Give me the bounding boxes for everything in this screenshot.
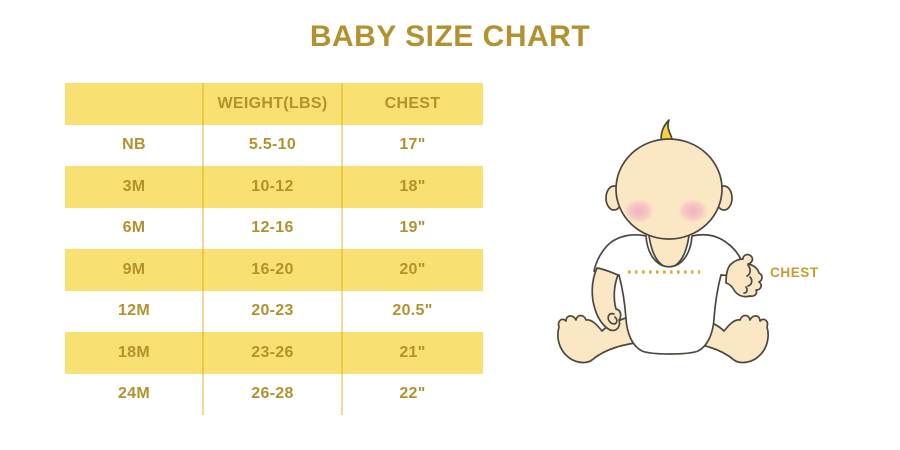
cell-weight: 12-16 — [251, 219, 294, 237]
cell-chest: 21" — [399, 343, 426, 361]
cell-size: 3M — [122, 177, 146, 195]
size-chart-table: WEIGHT(LBS) CHEST NB 5.5-10 17" 3M 10-12… — [65, 83, 483, 415]
cell-weight: 5.5-10 — [248, 136, 297, 154]
baby-illustration-svg: CHEST — [557, 119, 819, 364]
table-row: 24M 26-28 22" — [65, 374, 483, 416]
cell-chest: 17" — [399, 136, 426, 154]
cell-chest: 20" — [399, 260, 426, 278]
baby-head — [615, 138, 723, 240]
cell-chest: 20.5" — [392, 302, 433, 320]
baby-onesie — [593, 233, 746, 355]
page-title: BABY SIZE CHART — [309, 20, 591, 53]
cell-weight: 23-26 — [251, 343, 294, 361]
table-row: 18M 23-26 21" — [65, 332, 483, 374]
baby-left-leg — [557, 314, 636, 364]
baby-right-blush — [678, 199, 708, 223]
cell-size: 24M — [117, 385, 151, 403]
table-row: 9M 16-20 20" — [65, 249, 483, 291]
table-row: NB 5.5-10 17" — [65, 125, 483, 167]
baby-illustration: CHEST — [555, 105, 855, 385]
cell-size: NB — [122, 136, 146, 154]
table-row: 3M 10-12 18" — [65, 166, 483, 208]
header-cell-chest: CHEST — [384, 94, 441, 112]
baby-fist-knuckles — [743, 264, 753, 294]
cell-weight: 10-12 — [251, 177, 294, 195]
header-cell-weight: WEIGHT(LBS) — [217, 94, 328, 112]
cell-size: 12M — [117, 302, 151, 320]
cell-size: 9M — [122, 260, 146, 278]
baby-left-hand-curl — [607, 312, 618, 325]
table-header-row: WEIGHT(LBS) CHEST — [65, 83, 483, 125]
column-separator — [341, 83, 343, 415]
cell-weight: 20-23 — [251, 302, 294, 320]
baby-left-blush — [624, 199, 654, 223]
chest-measure-label: CHEST — [770, 265, 819, 280]
cell-chest: 19" — [399, 219, 426, 237]
table-row: 6M 12-16 19" — [65, 208, 483, 250]
cell-weight: 16-20 — [251, 260, 294, 278]
column-separator — [202, 83, 204, 415]
cell-weight: 26-28 — [251, 385, 294, 403]
baby-right-arm — [725, 253, 763, 298]
cell-size: 6M — [122, 219, 146, 237]
cell-chest: 18" — [399, 177, 426, 195]
baby-left-arm — [591, 267, 622, 332]
table-row: 12M 20-23 20.5" — [65, 291, 483, 333]
cell-chest: 22" — [399, 385, 426, 403]
cell-size: 18M — [117, 343, 151, 361]
